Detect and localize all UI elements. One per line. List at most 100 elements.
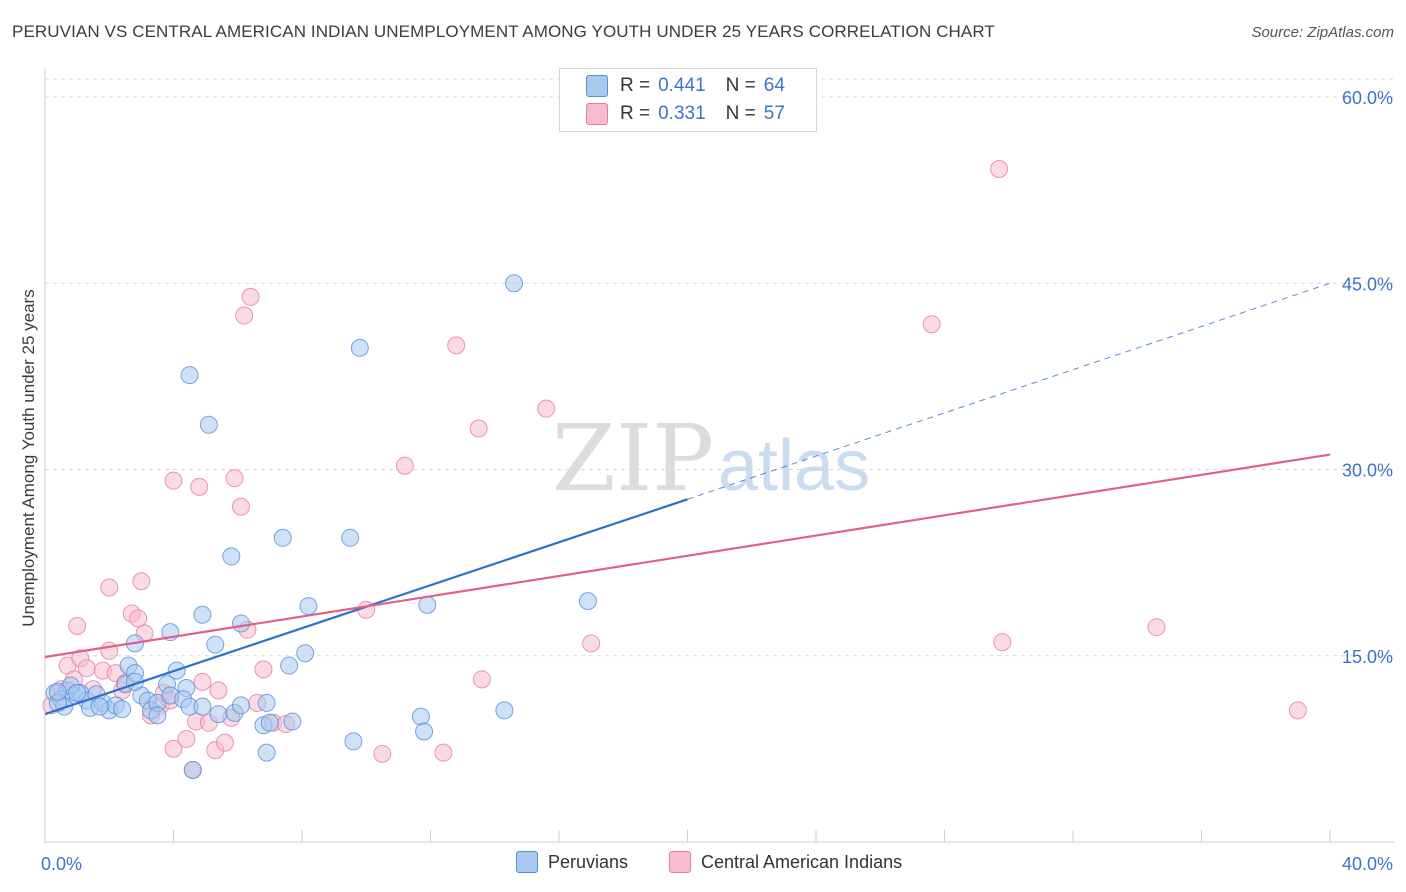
central-american-indians-trend-line: [44, 453, 1331, 659]
peruvian-point: [257, 693, 276, 712]
axes: [44, 68, 1394, 843]
central-american-indian-point: [582, 634, 601, 653]
peruvian-point: [411, 707, 430, 726]
x-tick-label: 0.0%: [41, 854, 82, 874]
central-american-indian-point: [447, 336, 466, 355]
legend-r-value: 0.331: [658, 103, 706, 124]
central-american-indian-point: [68, 616, 87, 635]
legend-n-value: 64: [763, 75, 785, 96]
watermark: ZIP atlas: [552, 405, 870, 512]
peruvian-point: [415, 722, 434, 741]
legend-n-value: 57: [763, 103, 785, 124]
peruvians-trend-extension: [687, 282, 1331, 500]
series-legend-central-american-indians: Central American Indians: [669, 851, 902, 873]
watermark-atlas: atlas: [718, 426, 870, 506]
central-american-indian-point: [100, 578, 119, 597]
central-american-indian-point: [537, 399, 556, 418]
legend-swatch-blue: [586, 75, 608, 97]
watermark-zip: ZIP: [552, 405, 714, 512]
peruvian-point: [113, 700, 132, 719]
y-tick-label: 45.0%: [1342, 274, 1393, 294]
peruvian-point: [280, 656, 299, 675]
data-points: [42, 160, 1307, 779]
central-american-indian-point: [177, 729, 196, 748]
legend-row-peruvians: R = 0.441 N = 64: [586, 73, 785, 99]
chart-title: PERUVIAN VS CENTRAL AMERICAN INDIAN UNEM…: [12, 22, 995, 41]
peruvian-point: [296, 644, 315, 663]
peruvian-point: [283, 712, 302, 731]
peruvian-point: [48, 682, 67, 701]
series-legend-peruvians: Peruvians: [516, 851, 628, 873]
central-american-indian-point: [434, 743, 453, 762]
central-american-indian-point: [164, 739, 183, 758]
peruvian-point: [418, 595, 437, 614]
peruvian-point: [193, 697, 212, 716]
peruvian-point: [495, 701, 514, 720]
tick-labels: 15.0% 30.0% 45.0% 60.0% 0.0% 40.0%: [41, 88, 1393, 874]
gridlines: [45, 78, 1394, 657]
peruvian-point: [68, 684, 87, 702]
central-american-indian-point: [922, 315, 941, 334]
peruvian-point: [148, 706, 167, 725]
peruvian-point: [231, 614, 250, 633]
legend-r-label: R =: [620, 75, 651, 96]
central-american-indian-point: [373, 744, 392, 763]
y-tick-label: 15.0%: [1342, 647, 1393, 667]
legend-r-label: R =: [620, 103, 651, 124]
series-legend-label: Peruvians: [548, 851, 629, 872]
central-american-indian-point: [1288, 701, 1307, 720]
peruvian-point: [193, 605, 212, 624]
legend-n-label: N =: [725, 103, 756, 124]
peruvian-point: [505, 274, 524, 293]
central-american-indian-point: [254, 660, 273, 679]
trend-lines: [44, 282, 1331, 716]
central-american-indian-point: [993, 633, 1012, 652]
legend-r-value: 0.441: [658, 75, 706, 96]
x-tick-label: 40.0%: [1342, 854, 1393, 874]
legend-swatch-pink: [586, 103, 608, 125]
peruvian-point: [299, 597, 318, 616]
peruvian-point: [257, 743, 276, 762]
central-american-indian-point: [1147, 618, 1166, 637]
legend-row-central-american-indians: R = 0.331 N = 57: [586, 101, 785, 127]
central-american-indian-point: [395, 456, 414, 475]
central-american-indian-point: [472, 670, 491, 689]
series-legend: Peruvians Central American Indians: [0, 851, 1406, 877]
peruvian-point: [199, 415, 218, 434]
peruvian-point: [183, 760, 202, 779]
peruvian-point: [231, 696, 250, 715]
central-american-indian-point: [231, 497, 250, 516]
peruvian-point: [222, 547, 241, 566]
peruvian-point: [350, 338, 369, 357]
series-swatch-blue: [516, 851, 538, 873]
central-american-indian-point: [215, 733, 234, 752]
peruvian-point: [260, 713, 279, 732]
central-american-indian-point: [164, 471, 183, 490]
central-american-indian-point: [193, 672, 212, 691]
central-american-indian-point: [990, 160, 1009, 179]
central-american-indian-point: [209, 681, 228, 700]
peruvian-point: [206, 635, 225, 654]
central-american-indian-point: [241, 287, 260, 306]
central-american-indian-point: [225, 469, 244, 488]
peruvian-point: [90, 697, 109, 716]
y-tick-label: 30.0%: [1342, 461, 1393, 481]
peruvian-point: [209, 705, 228, 724]
series-legend-label: Central American Indians: [701, 851, 903, 872]
central-american-indian-point: [77, 659, 96, 678]
peruvian-point: [341, 528, 360, 547]
peruvian-point: [344, 732, 363, 751]
peruvian-point: [578, 592, 597, 611]
peruvian-point: [180, 366, 199, 385]
central-american-indian-point: [129, 609, 148, 628]
peruvian-point: [273, 528, 292, 547]
central-american-indian-point: [469, 419, 488, 438]
series-swatch-pink: [669, 851, 691, 873]
legend-n-label: N =: [725, 75, 756, 96]
correlation-legend: R = 0.441 N = 64 R = 0.331 N = 57: [559, 68, 817, 132]
y-tick-label: 60.0%: [1342, 88, 1393, 108]
central-american-indian-point: [235, 306, 254, 325]
source-credit: Source: ZipAtlas.com: [1251, 24, 1394, 41]
central-american-indian-point: [190, 477, 209, 496]
